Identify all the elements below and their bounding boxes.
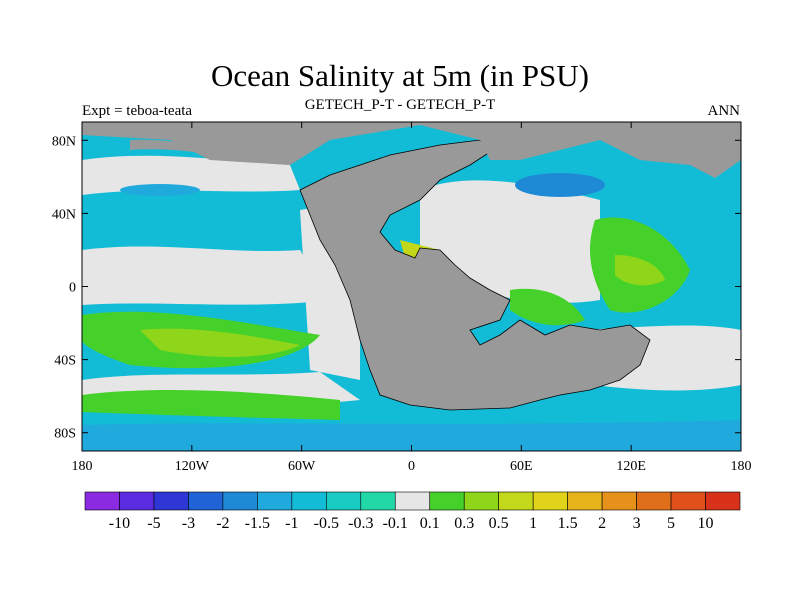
negative-antarctic-band	[82, 420, 741, 451]
lon-tick-label: 60E	[510, 459, 533, 474]
lon-tick-label: 0	[408, 459, 415, 474]
lon-tick-label: 180	[72, 459, 93, 474]
colorbar-swatch	[670, 491, 706, 511]
colorbar-label: 10	[698, 515, 714, 532]
colorbar-label: 5	[667, 515, 675, 532]
colorbar-swatch	[601, 491, 637, 511]
colorbar-swatch	[119, 491, 155, 511]
lat-tick-label: 40N	[52, 207, 76, 222]
colorbar-swatch	[429, 491, 465, 511]
map-field	[82, 122, 741, 451]
colorbar-label: -1	[285, 515, 298, 532]
negative-north-spot	[515, 173, 605, 197]
colorbar-swatch	[84, 491, 120, 511]
positive-southern-ocean	[82, 390, 340, 420]
longitude-axis: 180 120W 60W 0 60E 120E 180	[72, 122, 752, 474]
positive-south-pacific-core	[140, 328, 300, 357]
colorbar-label: 0.1	[420, 515, 440, 532]
colorbar-swatch	[291, 491, 327, 511]
lat-tick-label: 80N	[52, 134, 76, 149]
colorbar-label: 0.3	[454, 515, 474, 532]
colorbar-swatch	[567, 491, 603, 511]
colorbar-swatch	[463, 491, 499, 511]
colorbar-swatch	[532, 491, 568, 511]
colorbar-label: -0.1	[383, 515, 408, 532]
colorbar-swatch	[705, 491, 741, 511]
lat-tick-label: 80S	[54, 427, 76, 442]
positive-near-coast	[510, 288, 585, 326]
lon-tick-label: 120W	[175, 459, 210, 474]
colorbar: -10 -5 -3 -2 -1.5 -1 -0.5 -0.3 -0.1 0.1 0.3 0.5 1 1.5…	[84, 491, 741, 532]
experiment-label: Expt = teboa-teata	[82, 103, 193, 119]
colorbar-label: 3	[633, 515, 641, 532]
zero-band-tropics	[82, 246, 330, 305]
colorbar-label: 1	[529, 515, 537, 532]
colorbar-swatch	[153, 491, 189, 511]
map-title: Ocean Salinity at 5m (in PSU)	[211, 58, 589, 93]
lat-tick-label: 0	[69, 281, 76, 296]
colorbar-label: -3	[182, 515, 195, 532]
colorbar-label: -1.5	[245, 515, 270, 532]
colorbar-label: 1.5	[558, 515, 578, 532]
negative-pacific-spot	[120, 184, 200, 196]
colorbar-label: -10	[109, 515, 130, 532]
model-comparison-label: GETECH_P-T - GETECH_P-T	[304, 97, 496, 113]
colorbar-swatch	[394, 491, 431, 511]
colorbar-label: 2	[598, 515, 606, 532]
colorbar-label: -0.3	[348, 515, 373, 532]
colorbar-swatch	[222, 491, 258, 511]
positive-tethys-core	[615, 255, 665, 286]
lat-tick-label: 40S	[54, 354, 76, 369]
colorbar-swatch	[257, 491, 293, 511]
zero-band-tethys	[420, 180, 600, 303]
colorbar-swatch	[326, 491, 362, 511]
latitude-axis: 80N 40N 0 40S 80S	[52, 134, 741, 442]
colorbar-label: -5	[147, 515, 160, 532]
north-landmass	[82, 122, 741, 178]
colorbar-label: 0.5	[489, 515, 509, 532]
colorbar-swatch	[188, 491, 224, 511]
lon-tick-label: 120E	[616, 459, 646, 474]
season-label: ANN	[707, 103, 741, 119]
lon-tick-label: 60W	[288, 459, 316, 474]
colorbar-label: -2	[216, 515, 229, 532]
lon-tick-label: 180	[731, 459, 752, 474]
colorbar-swatch	[636, 491, 672, 511]
pangaea-landmass	[299, 139, 651, 411]
arctic-strip	[82, 122, 300, 135]
colorbar-label: -0.5	[314, 515, 339, 532]
colorbar-swatch	[360, 491, 396, 511]
siberian-shelf	[130, 139, 240, 158]
colorbar-swatch	[498, 491, 534, 511]
